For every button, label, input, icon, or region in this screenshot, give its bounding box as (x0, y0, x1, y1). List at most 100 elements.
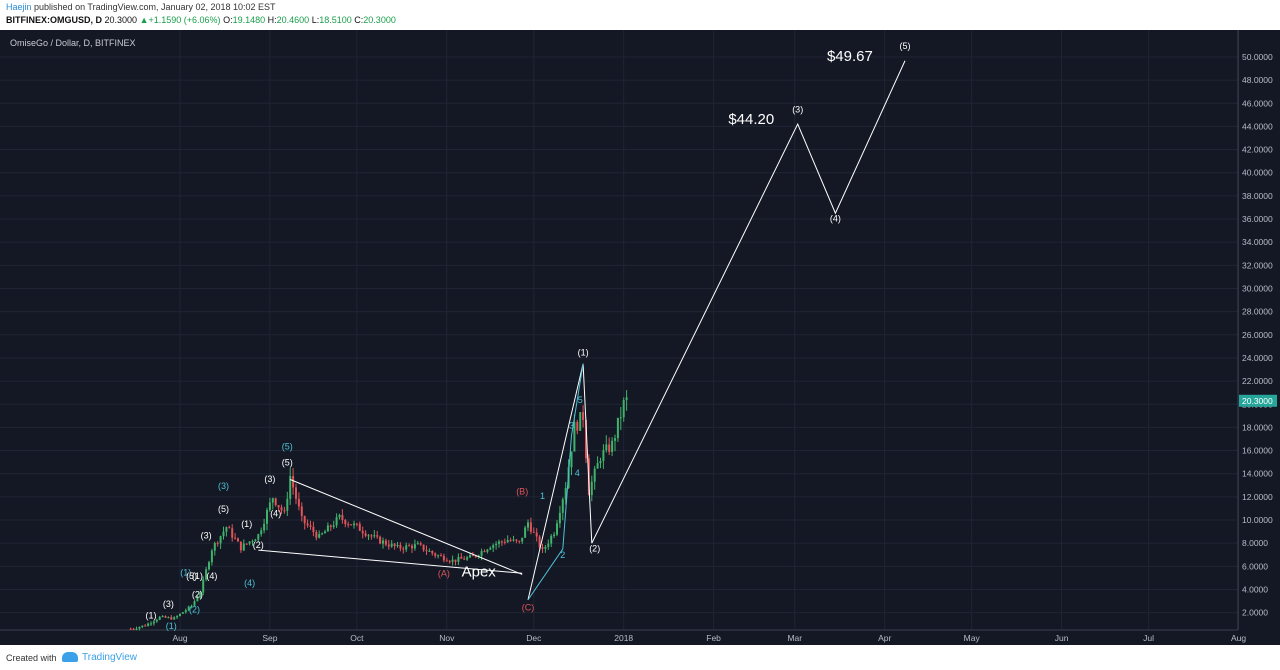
candle-body (396, 544, 399, 547)
candle-body (538, 536, 541, 548)
candle-body (318, 534, 321, 538)
candle-body (245, 543, 248, 545)
candle-body (173, 617, 176, 620)
candle-body (558, 512, 561, 524)
candle-body (329, 525, 332, 527)
x-tick-label: Dec (526, 633, 542, 643)
candle-body (332, 525, 335, 527)
candle-body (480, 551, 483, 556)
wave-count-label: (1) (578, 348, 589, 358)
price-chart[interactable]: 2.00004.00006.00008.000010.000012.000014… (0, 30, 1280, 645)
candle-body (585, 420, 587, 459)
candle-body (326, 525, 329, 532)
candle-body (135, 628, 138, 630)
wave-count-label: (C) (522, 602, 535, 612)
change-value: +1.1590 (+6.06%) (148, 15, 221, 25)
x-tick-label: Aug (1231, 633, 1246, 643)
candle-body (390, 543, 393, 547)
candle-body (176, 616, 179, 618)
candle-body (509, 539, 512, 541)
tradingview-brand[interactable]: TradingView (62, 650, 137, 664)
candle-body (599, 460, 602, 464)
candle-body (416, 543, 419, 545)
candle-body (463, 558, 466, 560)
wave-count-label: 1 (540, 491, 545, 501)
candle-body (338, 514, 341, 518)
candle-body (260, 530, 263, 535)
close-label: C: (354, 15, 364, 25)
candle-body (619, 417, 622, 419)
candle-body (489, 547, 492, 550)
candle-body (228, 527, 231, 529)
candle-body (442, 555, 445, 561)
candle-body (344, 519, 347, 525)
candle-body (167, 617, 170, 619)
candle-body (541, 547, 544, 549)
candle-body (413, 544, 416, 549)
x-tick-label: Mar (787, 633, 802, 643)
candle-body (179, 613, 181, 617)
publish-info: published on TradingView.com, January 02… (34, 2, 276, 12)
y-tick-label: 32.0000 (1242, 260, 1273, 270)
wave-count-label: (3) (792, 105, 803, 115)
candle-body (268, 502, 271, 511)
candle-body (616, 417, 619, 439)
candle-body (286, 498, 289, 511)
candle-body (213, 543, 216, 551)
y-tick-label: 42.0000 (1242, 145, 1273, 155)
wave-count-label: 5 (578, 395, 583, 405)
candle-body (524, 527, 527, 538)
candle-body (437, 555, 440, 557)
candle-body (553, 534, 556, 536)
candle-body (474, 556, 477, 558)
candle-body (141, 625, 144, 628)
y-tick-label: 18.0000 (1242, 422, 1273, 432)
candle-body (579, 412, 582, 431)
candle-body (254, 539, 257, 542)
candle-body (495, 543, 498, 546)
y-tick-label: 26.0000 (1242, 330, 1273, 340)
x-tick-label: Aug (172, 633, 187, 643)
author-link[interactable]: Haejin (6, 2, 32, 12)
x-tick-label: Feb (706, 633, 721, 643)
candle-body (155, 619, 158, 622)
y-tick-label: 40.0000 (1242, 168, 1273, 178)
y-tick-label: 36.0000 (1242, 214, 1273, 224)
candle-body (544, 546, 547, 549)
candle-body (335, 517, 338, 526)
candle-body (129, 628, 132, 630)
wave-count-label: (1) (241, 519, 252, 529)
candle-body (216, 543, 219, 545)
candle-body (193, 601, 196, 606)
y-tick-label: 24.0000 (1242, 353, 1273, 363)
candle-body (582, 412, 585, 421)
candle-body (445, 560, 448, 562)
candle-body (280, 507, 283, 511)
candle-body (355, 523, 358, 525)
candle-body (274, 498, 277, 506)
candle-body (147, 623, 150, 627)
y-tick-label: 6.0000 (1242, 561, 1268, 571)
candle-body (210, 550, 213, 563)
candle-body (152, 621, 155, 624)
candle-body (379, 536, 382, 544)
cyan-wave-line (527, 363, 584, 601)
candle-body (205, 569, 208, 580)
x-tick-label: Oct (350, 633, 364, 643)
candle-body (570, 451, 573, 468)
candle-body (361, 530, 364, 534)
candle-body (242, 543, 245, 551)
x-tick-label: Jun (1055, 633, 1069, 643)
chart-area[interactable]: 2.0000 4.0000 6.0000 8.0000 10.0000 12.0000 14… (0, 30, 1280, 645)
candle-body (312, 526, 315, 533)
candle-body (466, 557, 469, 560)
candle-body (138, 627, 141, 629)
last-value: 20.3000 (104, 15, 138, 25)
candle-body (370, 535, 373, 537)
wave-count-label: (4) (830, 213, 841, 223)
x-tick-label: Sep (262, 633, 277, 643)
y-tick-label: 48.0000 (1242, 75, 1273, 85)
candle-body (266, 510, 268, 524)
candle-body (625, 397, 628, 401)
wave-count-label: (3) (163, 599, 174, 609)
